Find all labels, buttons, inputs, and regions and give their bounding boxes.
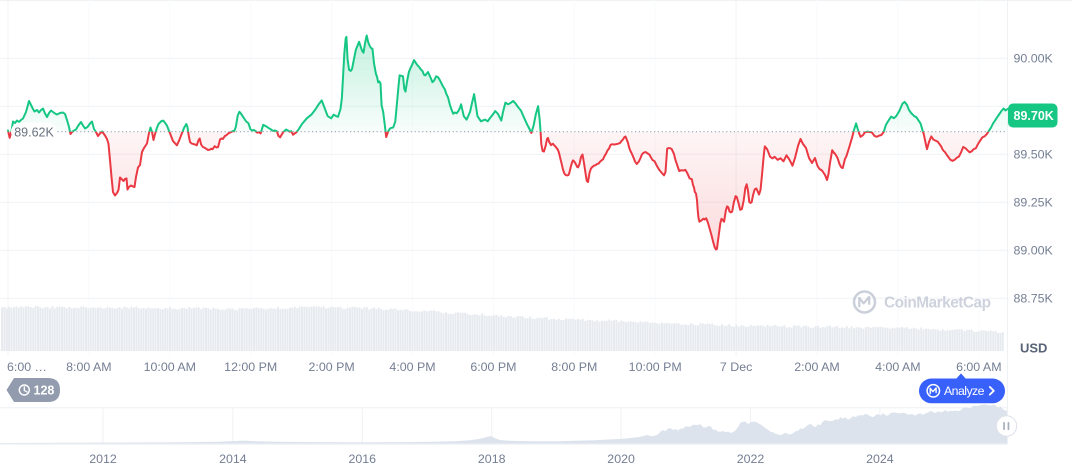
svg-text:2014: 2014 bbox=[219, 452, 247, 466]
svg-text:89.00K: 89.00K bbox=[1014, 244, 1054, 258]
svg-text:6:00 AM: 6:00 AM bbox=[956, 360, 1001, 374]
svg-text:6:00 PM: 6:00 PM bbox=[470, 360, 516, 374]
svg-text:89.70K: 89.70K bbox=[1014, 109, 1054, 123]
svg-text:10:00 AM: 10:00 AM bbox=[144, 360, 196, 374]
svg-text:7 Dec: 7 Dec bbox=[720, 360, 752, 374]
svg-text:8:00 AM: 8:00 AM bbox=[66, 360, 111, 374]
svg-text:8:00 PM: 8:00 PM bbox=[551, 360, 597, 374]
svg-text:90.00K: 90.00K bbox=[1014, 52, 1054, 66]
svg-text:4:00 AM: 4:00 AM bbox=[875, 360, 920, 374]
svg-text:89.50K: 89.50K bbox=[1014, 148, 1054, 162]
svg-text:2018: 2018 bbox=[478, 452, 506, 466]
svg-text:2:00 PM: 2:00 PM bbox=[309, 360, 355, 374]
svg-text:89.62K: 89.62K bbox=[14, 126, 54, 140]
svg-text:2020: 2020 bbox=[607, 452, 635, 466]
svg-text:2:00 AM: 2:00 AM bbox=[794, 360, 839, 374]
svg-text:2016: 2016 bbox=[349, 452, 377, 466]
svg-text:2022: 2022 bbox=[737, 452, 765, 466]
svg-text:88.75K: 88.75K bbox=[1014, 292, 1054, 306]
svg-text:12:00 PM: 12:00 PM bbox=[224, 360, 277, 374]
svg-text:128: 128 bbox=[34, 384, 55, 398]
svg-text:4:00 PM: 4:00 PM bbox=[389, 360, 435, 374]
svg-text:USD: USD bbox=[1020, 341, 1047, 356]
svg-text:6:00 …: 6:00 … bbox=[7, 360, 47, 374]
svg-text:10:00 PM: 10:00 PM bbox=[629, 360, 682, 374]
svg-text:2024: 2024 bbox=[866, 452, 894, 466]
svg-text:89.25K: 89.25K bbox=[1014, 196, 1054, 210]
svg-text:2012: 2012 bbox=[89, 452, 117, 466]
svg-text:CoinMarketCap: CoinMarketCap bbox=[884, 295, 991, 312]
svg-text:Analyze: Analyze bbox=[944, 384, 985, 398]
